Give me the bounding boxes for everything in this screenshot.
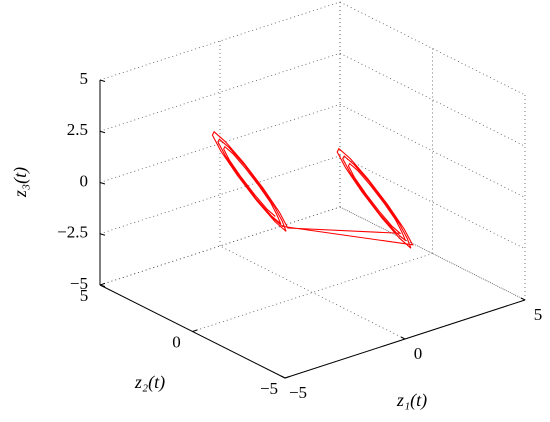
z-tick-label: 2.5 <box>67 120 88 139</box>
grid-line <box>339 206 526 301</box>
grid-line <box>339 104 526 198</box>
z-tick-label: −2.5 <box>57 223 88 242</box>
grid-line <box>99 52 341 132</box>
z-tick-label: 5 <box>80 69 89 88</box>
grid-line <box>219 245 406 340</box>
z-tick <box>99 79 106 82</box>
x-tick-label: −5 <box>289 383 307 402</box>
x-tick <box>520 297 526 301</box>
z-tick-label: −5 <box>70 274 88 293</box>
grid-line <box>192 253 433 332</box>
grid-line <box>339 206 526 301</box>
grid-line <box>339 155 526 250</box>
z-tick-label: 0 <box>80 171 89 190</box>
z-axis-label: z₃(t) <box>10 167 31 198</box>
z-tick <box>99 182 106 185</box>
grid-line <box>339 52 526 147</box>
y-tick-label: 5 <box>80 286 89 305</box>
x-axis <box>284 299 526 379</box>
trajectory <box>211 130 414 249</box>
y-tick <box>192 329 198 332</box>
z-tick <box>99 233 106 236</box>
x-tick-label: 0 <box>414 344 423 363</box>
grid-line <box>99 104 341 183</box>
z-tick <box>99 130 106 134</box>
y-axis-label: z₂(t) <box>134 372 165 393</box>
x-axis-label: z₁(t) <box>396 390 427 411</box>
x-tick <box>400 336 406 340</box>
y-tick <box>99 282 106 286</box>
y-axis <box>99 284 286 379</box>
grid-line <box>339 1 526 96</box>
x-tick-label: 5 <box>534 305 543 324</box>
grid-line <box>99 155 341 235</box>
y-tick-label: −5 <box>260 379 278 398</box>
y-tick-label: 0 <box>172 332 181 351</box>
